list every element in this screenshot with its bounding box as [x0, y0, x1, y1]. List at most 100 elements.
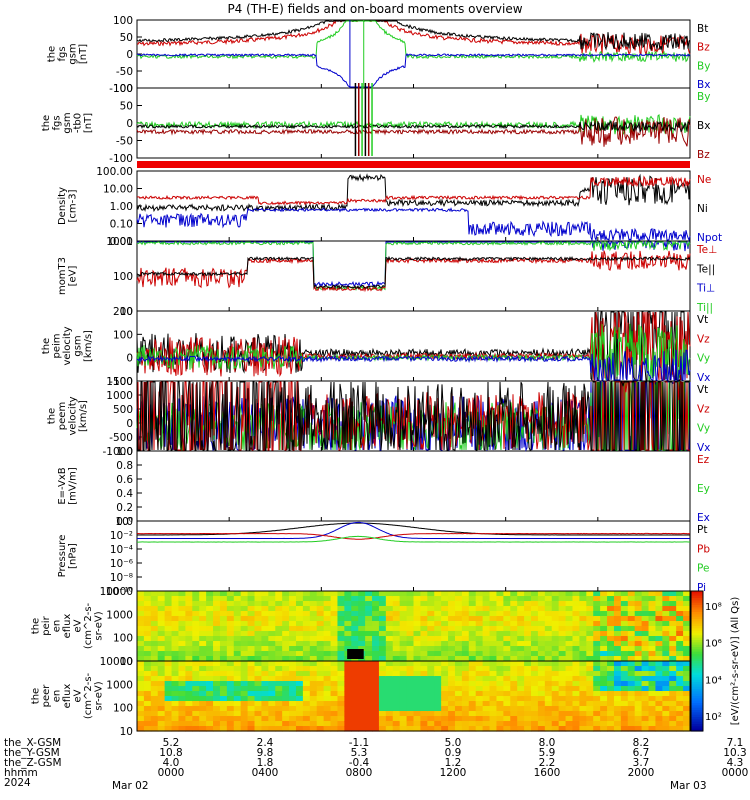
electron-spectrogram-cell [226, 701, 235, 707]
electron-spectrogram-cell [185, 661, 193, 667]
ion-spectrogram-cell [489, 606, 498, 612]
electron-spectrogram-cell [406, 676, 415, 682]
electron-spectrogram-cell [282, 686, 290, 692]
ion-spectrogram-cell [634, 591, 643, 597]
electron-spectrogram-cell [503, 726, 511, 732]
electron-spectrogram-cell [275, 701, 283, 707]
ion-spectrogram-cell [496, 636, 504, 642]
ion-spectrogram-cell [517, 596, 525, 602]
ion-spectrogram-cell [475, 626, 484, 632]
electron-spectrogram-cell [662, 661, 670, 667]
electron-spectrogram-cell [157, 696, 166, 702]
ion-spectrogram-cell [648, 636, 657, 642]
electron-spectrogram-cell [351, 661, 359, 667]
electron-spectrogram-cell [282, 666, 290, 672]
ion-spectrogram-cell [558, 641, 567, 647]
legend-entry: Bx [697, 79, 710, 91]
ion-spectrogram-cell [358, 611, 366, 617]
ion-spectrogram-cell [143, 621, 152, 627]
electron-spectrogram-cell [572, 711, 580, 717]
ion-spectrogram-cell [137, 591, 145, 597]
ion-spectrogram-cell [399, 596, 408, 602]
electron-spectrogram-cell [358, 726, 366, 732]
ion-spectrogram-cell [441, 646, 449, 652]
electron-spectrogram-cell [420, 716, 428, 722]
electron-spectrogram-cell [261, 696, 269, 702]
time-value: 1200 [439, 767, 467, 779]
electron-spectrogram-cell [178, 696, 186, 702]
y-tick-label: 10 [120, 726, 133, 738]
ion-spectrogram-cell [157, 601, 166, 607]
ion-spectrogram-cell [164, 606, 173, 612]
electron-spectrogram-cell [634, 716, 643, 722]
bz-b-trace [136, 116, 691, 147]
ion-spectrogram-cell [565, 621, 574, 627]
ion-spectrogram-cell [510, 611, 518, 617]
colorbar-cell [691, 647, 703, 650]
electron-spectrogram-cell [537, 676, 546, 682]
electron-spectrogram-cell [295, 686, 304, 692]
ion-spectrogram-cell [143, 616, 152, 622]
ion-spectrogram-cell [399, 601, 408, 607]
colorbar-cell [691, 675, 703, 678]
ion-spectrogram-cell [372, 601, 380, 607]
y-tick-label: 0 [126, 353, 133, 365]
ion-spectrogram-cell [558, 636, 567, 642]
ion-spectrogram-cell [593, 651, 601, 657]
electron-spectrogram-cell [648, 671, 657, 677]
electron-spectrogram-cell [282, 711, 290, 717]
ion-spectrogram-cell [531, 641, 539, 647]
electron-spectrogram-cell [150, 691, 159, 697]
ion-spectrogram-cell [461, 631, 470, 637]
electron-spectrogram-cell [427, 721, 435, 727]
electron-spectrogram-cell [634, 706, 643, 712]
ion-spectrogram-cell [157, 606, 166, 612]
ion-spectrogram-cell [503, 601, 511, 607]
electron-spectrogram-cell [683, 716, 691, 722]
ion-spectrogram-cell [454, 651, 463, 657]
electron-spectrogram-cell [669, 671, 677, 677]
ion-spectrogram-cell [351, 621, 359, 627]
electron-spectrogram-cell [461, 681, 470, 687]
ion-spectrogram-cell [289, 656, 297, 662]
y-tick-label: -100 [109, 153, 133, 165]
ion-spectrogram-cell [627, 636, 636, 642]
electron-spectrogram-cell [669, 691, 677, 697]
electron-spectrogram-cell [289, 681, 297, 687]
electron-spectrogram-cell [289, 726, 297, 732]
electron-spectrogram-cell [454, 701, 463, 707]
electron-spectrogram-cell [295, 716, 304, 722]
electron-spectrogram-cell [627, 661, 636, 667]
electron-spectrogram-cell [385, 711, 394, 717]
electron-spectrogram-cell [448, 701, 456, 707]
electron-spectrogram-cell [289, 666, 297, 672]
ion-spectrogram-cell [461, 591, 470, 597]
electron-spectrogram-cell [406, 711, 415, 717]
ion-spectrogram-cell [558, 616, 567, 622]
ion-spectrogram-cell [137, 636, 145, 642]
ion-spectrogram-cell [676, 656, 684, 662]
electron-spectrogram-cell [240, 666, 249, 672]
ion-spectrogram-cell [282, 601, 290, 607]
electron-spectrogram-cell [434, 681, 442, 687]
electron-spectrogram-cell [185, 711, 193, 717]
ion-spectrogram-cell [295, 651, 304, 657]
electron-spectrogram-cell [496, 721, 504, 727]
ion-spectrogram-cell [254, 621, 263, 627]
ion-spectrogram-cell [517, 646, 525, 652]
ion-spectrogram-cell [489, 631, 498, 637]
ion-spectrogram-cell [565, 626, 574, 632]
electron-spectrogram-cell [261, 661, 269, 667]
electron-spectrogram-cell [247, 676, 256, 682]
electron-spectrogram-cell [669, 661, 677, 667]
electron-spectrogram-cell [199, 701, 207, 707]
ion-spectrogram-cell [150, 591, 159, 597]
ion-spectrogram-cell [185, 631, 193, 637]
ion-spectrogram-cell [351, 601, 359, 607]
electron-spectrogram-cell [295, 721, 304, 727]
ion-spectrogram-cell [531, 651, 539, 657]
electron-spectrogram-cell [185, 671, 193, 677]
electron-spectrogram-cell [164, 686, 173, 692]
electron-spectrogram-cell [413, 666, 422, 672]
ion-spectrogram-cell [247, 641, 256, 647]
